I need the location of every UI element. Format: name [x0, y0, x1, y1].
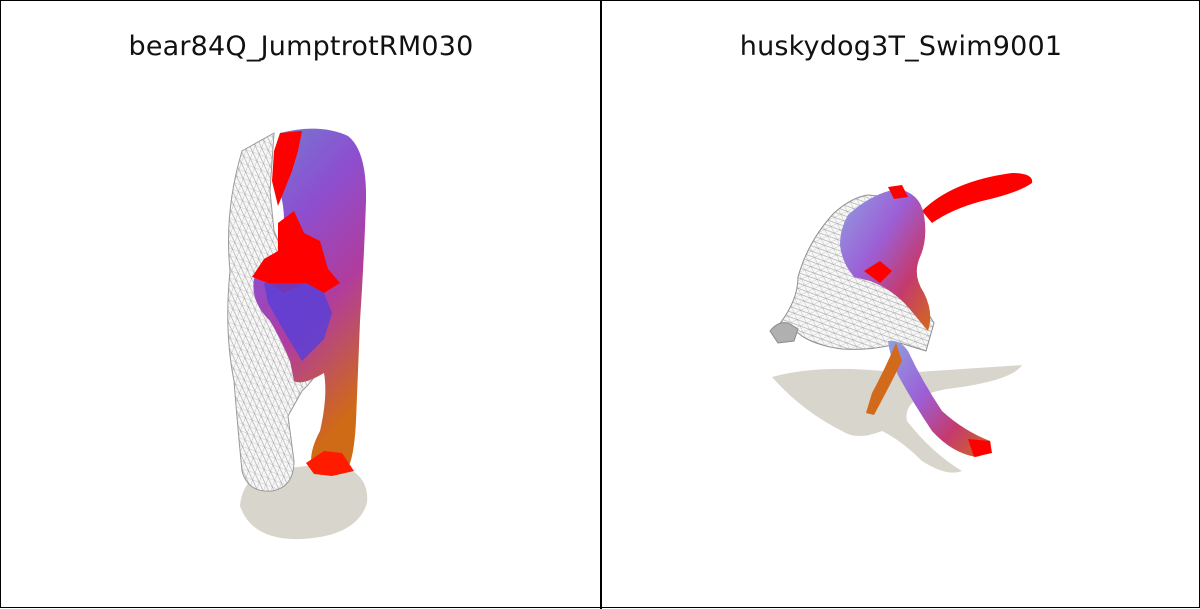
husky-second-leg [866, 343, 902, 415]
panel-title-bear: bear84Q_JumptrotRM030 [128, 31, 474, 62]
husky-tail [922, 173, 1033, 223]
bear-red-patch-top [272, 131, 302, 206]
bear-blue-patch [264, 283, 332, 361]
panel-bear: bear84Q_JumptrotRM030 [2, 1, 600, 607]
panel-husky: huskydog3T_Swim9001 [602, 1, 1200, 607]
husky-render [769, 173, 1033, 473]
husky-red-accent-head [888, 185, 908, 199]
husky-paw-red [968, 439, 992, 457]
panel-divider [600, 1, 602, 609]
husky-colored-surface [840, 189, 931, 331]
husky-back-leg [769, 322, 799, 344]
panel-title-husky: huskydog3T_Swim9001 [739, 31, 1063, 62]
bear-render [227, 128, 368, 540]
husky-front-leg [888, 340, 991, 457]
husky-red-accent-ear [864, 261, 892, 283]
bear-red-patch-low [306, 451, 354, 476]
husky-shadow [772, 365, 1022, 473]
bear-red-patch-mid [252, 211, 340, 293]
